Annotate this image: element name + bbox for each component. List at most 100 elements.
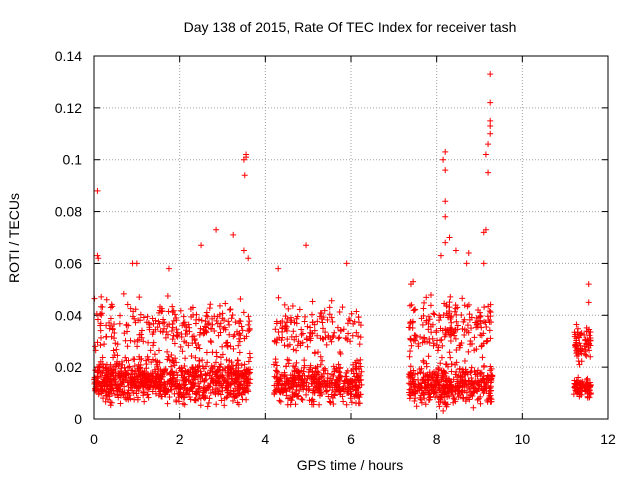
data-point (457, 372, 464, 379)
data-point (203, 349, 210, 356)
data-point (426, 396, 433, 403)
data-point (196, 391, 203, 398)
data-point (303, 242, 310, 249)
data-point (103, 296, 110, 303)
data-point (214, 313, 221, 320)
data-point (219, 343, 226, 350)
data-point (192, 320, 199, 327)
data-point (487, 117, 494, 124)
data-point (456, 383, 463, 390)
data-point (487, 367, 494, 374)
data-point (227, 380, 234, 387)
data-point (168, 328, 175, 335)
data-point (323, 341, 330, 348)
data-point (95, 255, 102, 262)
data-point (464, 394, 471, 401)
data-point (407, 374, 414, 381)
data-point (204, 313, 211, 320)
data-point (320, 325, 327, 332)
data-point (582, 337, 589, 344)
data-point (107, 315, 114, 322)
data-point (103, 361, 110, 368)
data-point (173, 397, 180, 404)
y-tick-label: 0.04 (55, 307, 82, 323)
data-point (211, 389, 218, 396)
data-point (233, 378, 240, 385)
data-point (426, 369, 433, 376)
data-point (150, 320, 157, 327)
data-point (243, 378, 250, 385)
data-point (109, 326, 116, 333)
data-point (418, 392, 425, 399)
data-point (330, 372, 337, 379)
data-point (573, 321, 580, 328)
data-point (487, 123, 494, 130)
data-point (454, 322, 461, 329)
data-point (121, 330, 128, 337)
data-point (221, 402, 228, 409)
data-point (577, 391, 584, 398)
data-point (230, 231, 237, 238)
data-point (291, 368, 298, 375)
data-point (407, 348, 414, 355)
data-point (96, 380, 103, 387)
data-point (458, 312, 465, 319)
data-point (112, 340, 119, 347)
data-point (161, 319, 168, 326)
data-point (418, 399, 425, 406)
data-point (336, 309, 343, 316)
data-point (571, 342, 578, 349)
data-point (463, 369, 470, 376)
data-point (190, 380, 197, 387)
data-point (137, 372, 144, 379)
data-point (198, 317, 205, 324)
data-point (310, 387, 317, 394)
data-point (435, 364, 442, 371)
data-point (578, 358, 585, 365)
data-point (230, 388, 237, 395)
data-point (186, 387, 193, 394)
data-point (482, 319, 489, 326)
data-point (466, 311, 473, 318)
data-point (182, 355, 189, 362)
data-point (468, 325, 475, 332)
data-point (236, 390, 243, 397)
data-point (227, 366, 234, 373)
data-point (137, 361, 144, 368)
data-point (122, 354, 129, 361)
data-point (123, 371, 130, 378)
data-point (191, 335, 198, 342)
data-point (453, 311, 460, 318)
data-point (123, 321, 130, 328)
data-point (207, 301, 214, 308)
data-point (326, 311, 333, 318)
data-point (227, 391, 234, 398)
data-point (448, 361, 455, 368)
data-point (179, 348, 186, 355)
data-point (584, 379, 591, 386)
data-point (314, 318, 321, 325)
data-point (203, 312, 210, 319)
data-point (422, 401, 429, 408)
data-point (584, 393, 591, 400)
data-point (442, 239, 449, 246)
data-point (420, 370, 427, 377)
data-point (162, 334, 169, 341)
data-point (425, 313, 432, 320)
data-point (94, 316, 101, 323)
data-point (437, 252, 444, 259)
y-tick-label: 0.1 (63, 152, 83, 168)
data-point (284, 376, 291, 383)
data-point (105, 388, 112, 395)
data-point (326, 384, 333, 391)
data-point (170, 307, 177, 314)
data-point (483, 388, 490, 395)
data-point (406, 353, 413, 360)
data-point (486, 327, 493, 334)
data-point (330, 400, 337, 407)
data-point (140, 338, 147, 345)
data-point (479, 354, 486, 361)
data-point (96, 361, 103, 368)
data-point (433, 389, 440, 396)
data-point (432, 378, 439, 385)
